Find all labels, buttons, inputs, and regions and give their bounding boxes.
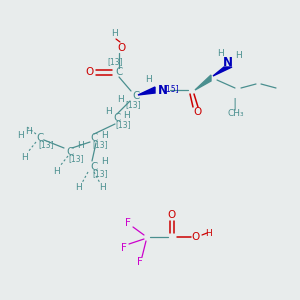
Text: |: | — [233, 98, 237, 110]
Text: F: F — [121, 243, 127, 253]
Text: O: O — [86, 67, 94, 77]
Text: H: H — [21, 154, 27, 163]
Text: [13]: [13] — [92, 140, 108, 149]
Text: H: H — [76, 142, 83, 151]
Text: [13]: [13] — [107, 58, 123, 67]
Text: H: H — [25, 128, 32, 136]
Text: H: H — [205, 229, 212, 238]
Text: H: H — [112, 28, 118, 38]
Text: H: H — [100, 131, 107, 140]
Polygon shape — [138, 87, 155, 95]
Text: O: O — [117, 43, 125, 53]
Text: C: C — [115, 67, 123, 77]
Text: [13]: [13] — [115, 121, 131, 130]
Text: C: C — [90, 133, 98, 143]
Text: C: C — [90, 162, 98, 172]
Text: H: H — [235, 52, 242, 61]
Text: H: H — [100, 157, 107, 166]
Text: [13]: [13] — [125, 100, 141, 109]
Polygon shape — [195, 75, 211, 90]
Text: C: C — [36, 133, 44, 143]
Text: H: H — [106, 107, 112, 116]
Text: N: N — [158, 83, 168, 97]
Text: H: H — [54, 167, 60, 176]
Text: H: H — [99, 184, 105, 193]
Text: O: O — [168, 210, 176, 220]
Text: N: N — [223, 56, 233, 68]
Text: H: H — [217, 50, 224, 58]
Text: F: F — [137, 257, 143, 267]
Text: O: O — [192, 232, 200, 242]
Text: [13]: [13] — [38, 140, 54, 149]
Text: H: H — [145, 76, 152, 85]
Text: H: H — [16, 131, 23, 140]
Text: H: H — [118, 94, 124, 103]
Text: [13]: [13] — [68, 154, 84, 164]
Text: H: H — [124, 112, 130, 121]
Text: O: O — [193, 107, 201, 117]
Polygon shape — [213, 67, 232, 76]
Text: H: H — [75, 184, 81, 193]
Text: [13]: [13] — [92, 169, 108, 178]
Text: C: C — [113, 113, 121, 123]
Text: CH₃: CH₃ — [228, 110, 244, 118]
Text: C: C — [132, 91, 140, 101]
Text: F: F — [125, 218, 131, 228]
Text: C: C — [66, 147, 74, 157]
Text: [15]: [15] — [163, 85, 179, 94]
